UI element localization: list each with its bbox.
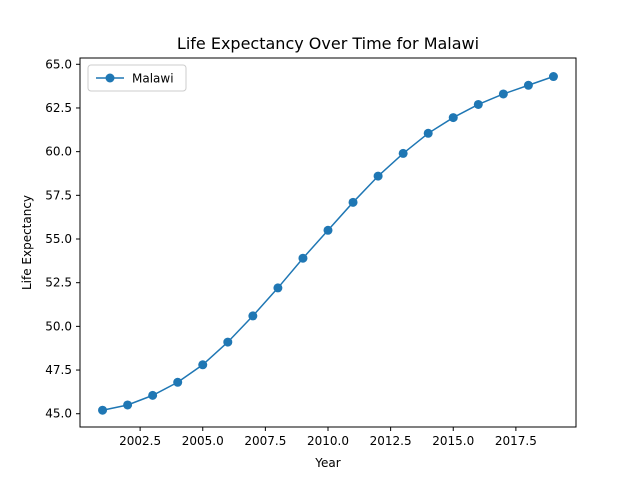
legend-box <box>87 64 187 92</box>
y-tick-label: 62.5 <box>45 101 72 115</box>
data-point <box>498 89 508 99</box>
data-point <box>223 337 233 347</box>
y-tick-label: 65.0 <box>45 57 72 71</box>
y-tick-label: 45.0 <box>45 407 72 421</box>
data-point <box>123 400 133 410</box>
x-tick-label: 2012.5 <box>370 434 412 448</box>
y-axis-label: Life Expectancy <box>20 195 34 290</box>
x-tick-label: 2005.0 <box>182 434 224 448</box>
series-layer <box>98 72 558 415</box>
legend-label: Malawi <box>132 72 174 86</box>
data-point <box>348 197 358 207</box>
data-point <box>273 283 283 293</box>
y-axis-ticks: 45.0 47.5 50.0 52.5 55.0 57.5 60.0 62.5 65.0 <box>45 57 80 421</box>
data-point <box>248 311 258 321</box>
data-point <box>423 128 433 138</box>
data-point <box>448 113 458 123</box>
data-point <box>373 171 383 181</box>
data-point <box>323 225 333 235</box>
legend-marker <box>105 73 115 83</box>
plot-frame <box>79 57 577 428</box>
data-point <box>473 99 483 109</box>
data-point <box>298 253 308 263</box>
x-tick-label: 2007.5 <box>244 434 286 448</box>
x-tick-label: 2002.5 <box>119 434 161 448</box>
x-tick-label: 2017.5 <box>495 434 537 448</box>
x-tick-label: 2010.0 <box>307 434 349 448</box>
y-tick-label: 55.0 <box>45 232 72 246</box>
legend: Malawi <box>87 64 187 92</box>
x-tick-label: 2015.0 <box>432 434 474 448</box>
chart-title: Life Expectancy Over Time for Malawi <box>177 34 479 53</box>
y-tick-label: 47.5 <box>45 363 72 377</box>
y-tick-label: 60.0 <box>45 145 72 159</box>
data-point <box>523 80 533 90</box>
data-point <box>398 148 408 158</box>
data-point <box>173 377 183 387</box>
data-point <box>548 72 558 82</box>
y-tick-label: 57.5 <box>45 188 72 202</box>
data-point <box>148 390 158 400</box>
y-tick-label: 52.5 <box>45 276 72 290</box>
x-axis-ticks: 2002.5 2005.0 2007.5 2010.0 2012.5 2015.0 2017… <box>119 427 537 448</box>
y-tick-label: 50.0 <box>45 319 72 333</box>
x-axis-label: Year <box>314 456 340 470</box>
data-point <box>98 405 108 415</box>
data-point <box>198 360 208 370</box>
